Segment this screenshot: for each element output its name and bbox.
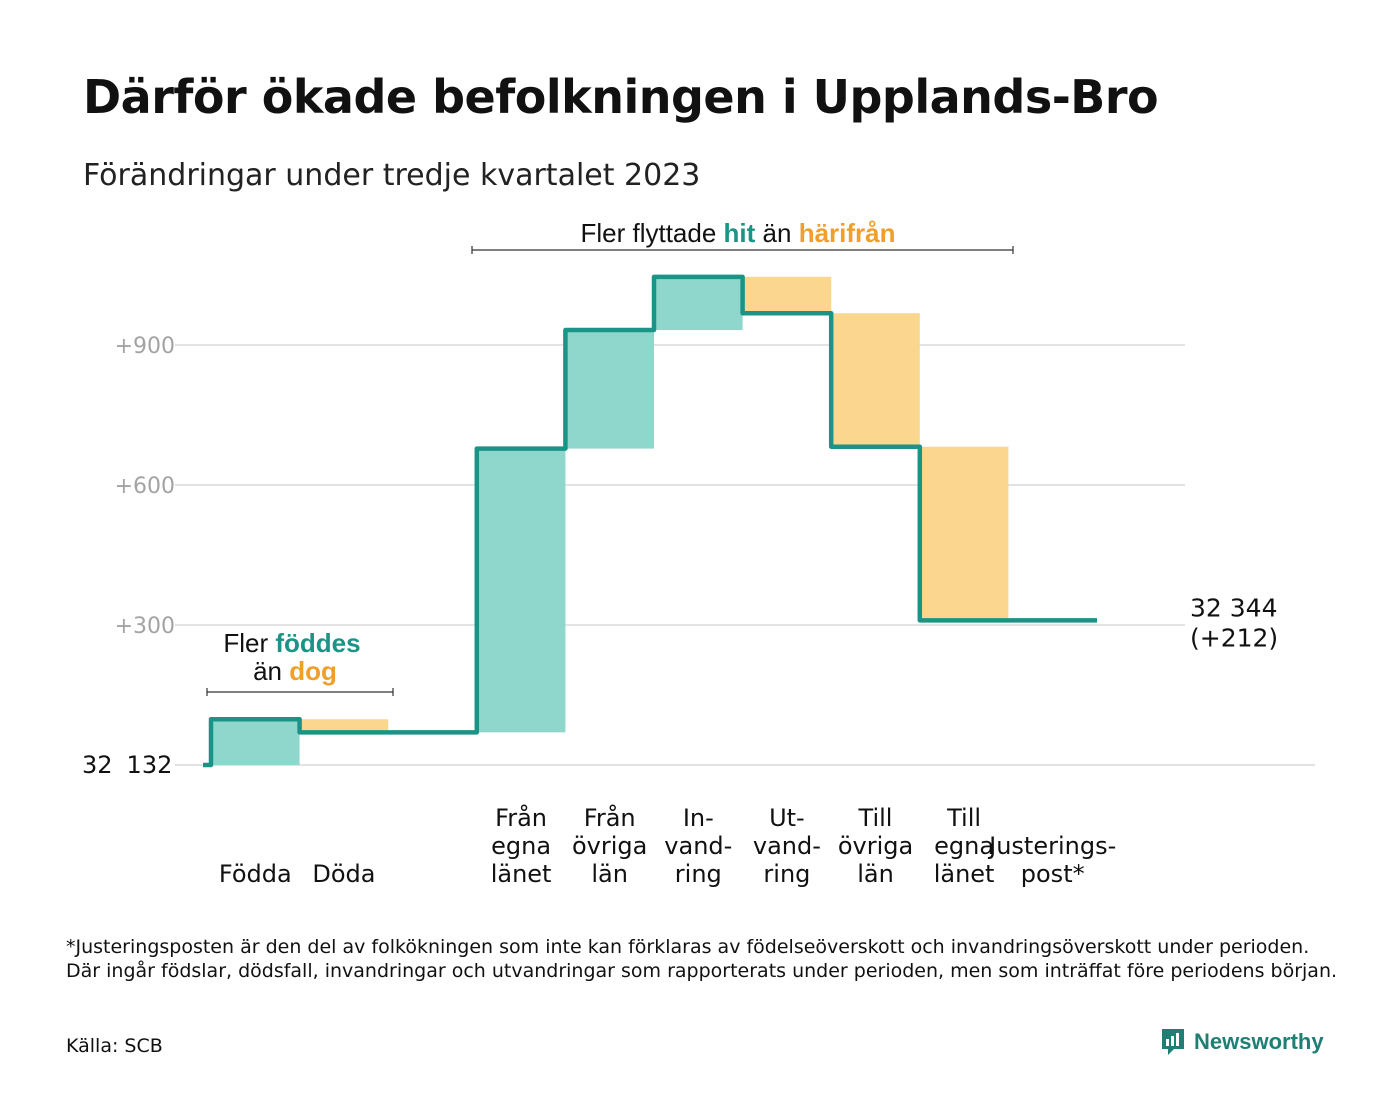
category-label: län	[591, 860, 628, 888]
cumulative-step-line	[203, 274, 1097, 768]
migration-bracket	[471, 246, 1014, 254]
category-label: ring	[675, 860, 722, 888]
waterfall-bar	[654, 276, 743, 331]
category-label: Från	[495, 803, 547, 832]
category-label: länet	[491, 860, 552, 888]
newsworthy-chart-icon	[1162, 1029, 1184, 1055]
waterfall-bar	[211, 719, 300, 765]
end-value-label: 32 344	[1190, 593, 1277, 622]
category-label: Ut-	[769, 804, 805, 832]
source-label: Källa: SCB	[66, 1035, 163, 1057]
category-label: egna	[934, 832, 994, 860]
births-annotation-line1: Fler föddes	[223, 628, 360, 658]
end-change-label: (+212)	[1190, 623, 1278, 652]
category-label: In-	[683, 804, 714, 832]
category-label: Till	[946, 804, 981, 832]
category-label: Födda	[219, 860, 292, 888]
y-tick-label: +900	[115, 334, 175, 359]
category-label: län	[857, 860, 894, 888]
category-label: länet	[934, 860, 995, 888]
waterfall-bar	[476, 448, 566, 733]
waterfall-bar	[565, 330, 654, 449]
category-label: ring	[763, 860, 810, 888]
chart-title: Därför ökade befolkningen i Upplands-Bro	[83, 70, 1159, 124]
category-label: Justerings-	[987, 832, 1116, 860]
category-label: Döda	[312, 860, 375, 888]
category-label: post*	[1021, 860, 1085, 888]
category-label: vand-	[753, 832, 821, 860]
category-label: vand-	[664, 832, 732, 860]
newsworthy-logo[interactable]: Newsworthy	[1160, 1027, 1324, 1057]
footnote: *Justeringsposten är den del av folkökni…	[66, 936, 1338, 982]
start-value-label: 32 132	[82, 751, 172, 779]
y-tick-label: +600	[115, 474, 175, 499]
migration-annotation: Fler flyttade hit än härifrån	[580, 218, 895, 248]
category-label: övriga	[838, 832, 913, 860]
category-label: Till	[858, 804, 893, 832]
births-annotation-line2: än dog	[253, 656, 337, 686]
waterfall-bar	[299, 719, 389, 733]
waterfall-bar	[831, 313, 920, 447]
births-bracket	[206, 688, 394, 696]
category-label: egna	[491, 832, 551, 860]
logo-text: Newsworthy	[1194, 1029, 1324, 1054]
waterfall-bar	[919, 446, 1009, 621]
waterfall-bar	[742, 276, 832, 314]
y-tick-label: +300	[115, 614, 175, 639]
category-label: övriga	[572, 832, 647, 860]
category-label: Från	[584, 803, 636, 832]
chart-subtitle: Förändringar under tredje kvartalet 2023	[83, 158, 701, 193]
